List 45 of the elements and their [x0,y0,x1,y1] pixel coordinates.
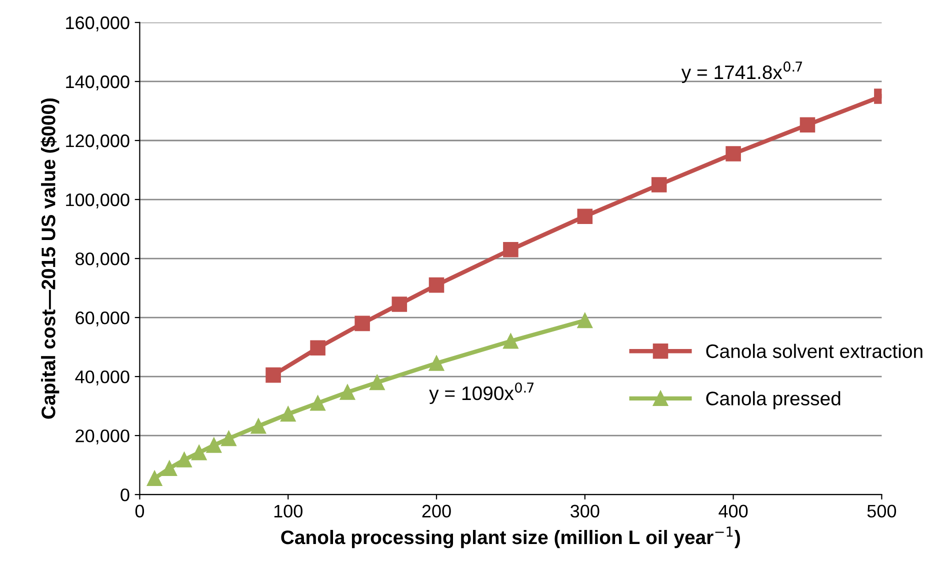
point [191,445,207,460]
point [428,277,444,293]
point [310,340,326,356]
point [726,146,741,162]
y-tick-label: 100,000 [66,193,130,208]
point [340,384,356,400]
point [651,177,667,192]
y-axis-title: Capital cost—2015 US value ($000) [40,98,60,419]
point [206,438,222,453]
point [354,316,370,332]
x-tick-label: 400 [718,504,748,518]
y-tick-label: 120,000 [66,134,130,150]
x-tick-label: 100 [274,504,302,518]
y-tick-label: 80,000 [76,252,130,268]
point [266,367,281,383]
y-tick-label: 20,000 [76,429,130,444]
point [428,356,444,371]
point [250,418,266,434]
point [162,460,178,476]
annotation: y = 1090x$^{0.7}$ [429,382,534,404]
y-tick-label: 140,000 [66,75,130,90]
point [577,312,593,328]
y-tick-label: 0 [120,488,130,502]
point [800,117,816,132]
y-tick-label: 40,000 [75,370,130,386]
y-tick-label: 60,000 [76,311,130,326]
point [280,406,296,422]
point [392,296,408,312]
point [221,430,236,446]
point [310,395,326,411]
x-tick-label: 500 [867,504,896,518]
x-axis-title: Canola processing plant size (million L oil year$^{−1}$) [281,526,740,548]
point [503,242,518,258]
point [370,374,385,390]
point [176,452,192,468]
y-tick-label: 160,000 [66,16,130,32]
point [577,208,593,224]
annotation: y = 1741.8x$^{0.7}$ [681,61,802,84]
point [146,470,162,486]
legend-label: Canola pressed [706,391,840,410]
x-tick-label: 300 [570,504,600,518]
legend-label: Canola solvent extraction [706,344,922,358]
point [503,333,518,349]
x-tick-label: 0 [135,504,144,518]
x-tick-label: 200 [422,504,451,518]
